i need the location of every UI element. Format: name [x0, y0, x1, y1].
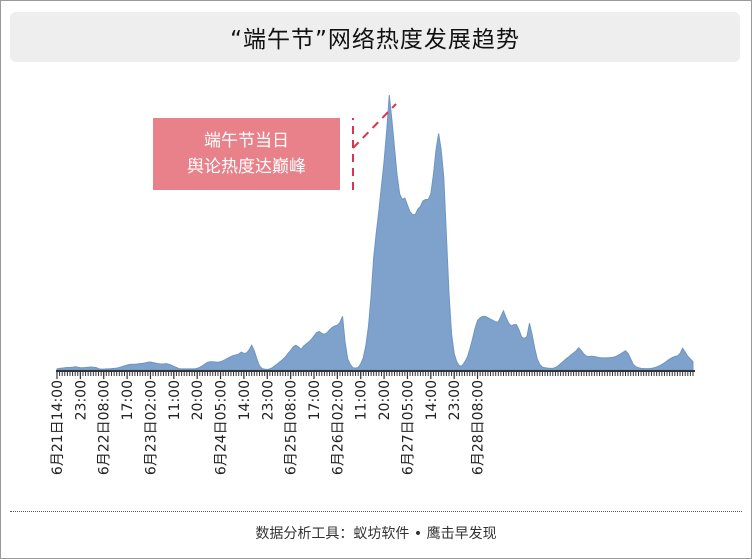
footer-source: 数据分析工具：蚁坊软件 • 鹰击早发现 [255, 526, 497, 542]
x-tick-label: 20:00 [190, 380, 206, 420]
x-tick-label: 6月27日05:00 [400, 380, 416, 475]
x-tick-label: 6月28日08:00 [471, 380, 487, 475]
footer-divider [10, 511, 742, 512]
x-tick-label: 14:00 [237, 380, 253, 420]
plot-area: 6月21日14:00 23:00 6月22日08:00 17:00 6月23日02:00… [50, 94, 695, 475]
x-tick-label: 6月24日05:00 [214, 380, 230, 475]
x-tick-label: 6月25日08:00 [284, 380, 300, 475]
x-tick-label: 11:00 [167, 380, 183, 420]
x-tick-label: 6月22日08:00 [97, 380, 113, 475]
x-tick-label: 17:00 [307, 380, 323, 420]
x-tick-label: 23:00 [447, 380, 463, 420]
x-tick-label: 6月23日02:00 [143, 380, 159, 475]
peak-annotation-box: 端午节当日 舆论热度达巅峰 [153, 118, 340, 190]
series-area [56, 94, 694, 371]
x-tick-label: 6月26日02:00 [330, 380, 346, 475]
x-tick-label: 23:00 [260, 380, 276, 420]
x-tick-label: 17:00 [120, 380, 136, 420]
annotation-line-2: 舆论热度达巅峰 [187, 157, 306, 177]
annotation-leader-diagonal [352, 103, 397, 149]
x-tick-label: 14:00 [424, 380, 440, 420]
annotation-line-1: 端午节当日 [204, 131, 289, 151]
chart-title: “端午节”网络热度发展趋势 [230, 27, 520, 53]
x-tick-label: 20:00 [377, 380, 393, 420]
x-tick-label: 23:00 [73, 380, 89, 420]
title-bar: “端午节”网络热度发展趋势 [10, 12, 740, 62]
x-tick-label: 11:00 [354, 380, 370, 420]
x-tick-label: 6月21日14:00 [50, 380, 66, 475]
